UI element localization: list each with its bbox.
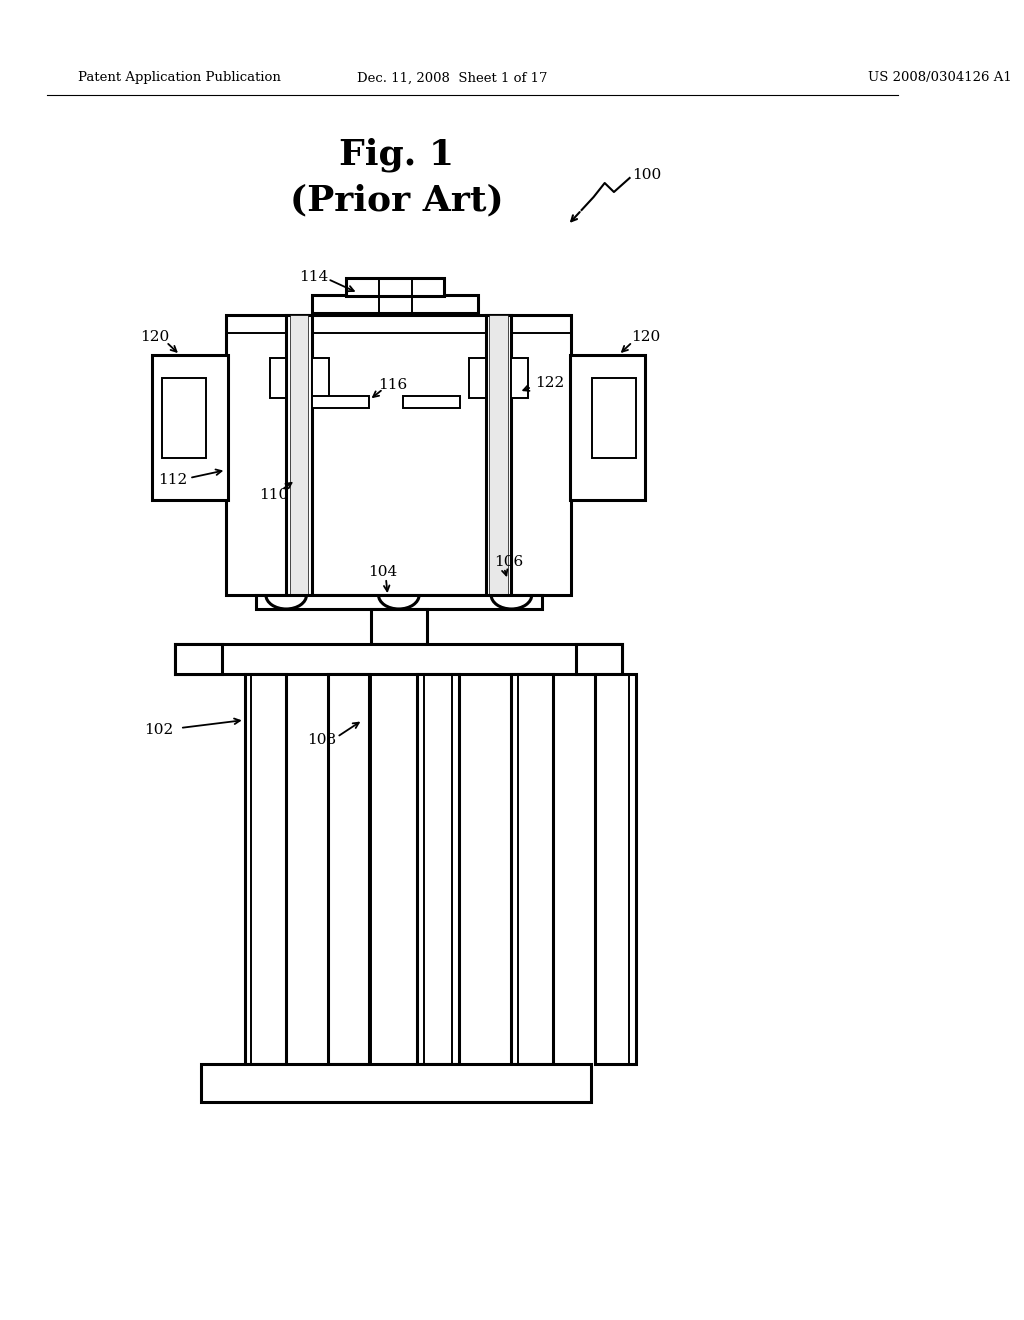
Bar	[485, 315, 511, 595]
Bar	[569, 355, 645, 500]
Bar	[175, 644, 221, 675]
Text: 120: 120	[140, 330, 170, 345]
Bar	[592, 378, 636, 458]
Bar	[290, 315, 308, 595]
Bar	[346, 279, 444, 296]
Text: 110: 110	[259, 488, 289, 502]
Text: Patent Application Publication: Patent Application Publication	[79, 71, 282, 84]
Bar	[286, 315, 312, 595]
Bar	[577, 644, 623, 675]
Bar	[269, 358, 286, 399]
Text: 114: 114	[299, 271, 329, 284]
Text: Fig. 1: Fig. 1	[339, 137, 455, 172]
Text: 120: 120	[632, 330, 660, 345]
Bar	[312, 358, 329, 399]
Text: US 2008/0304126 A1: US 2008/0304126 A1	[867, 71, 1012, 84]
Text: (Prior Art): (Prior Art)	[290, 183, 504, 216]
Text: 122: 122	[536, 376, 564, 389]
Bar	[312, 396, 370, 408]
Text: 106: 106	[494, 554, 523, 569]
Bar	[328, 675, 370, 1064]
Bar	[402, 396, 460, 408]
Text: Dec. 11, 2008  Sheet 1 of 17: Dec. 11, 2008 Sheet 1 of 17	[357, 71, 548, 84]
Bar	[256, 595, 542, 609]
Bar	[489, 315, 508, 595]
Bar	[202, 1064, 591, 1102]
Bar	[245, 675, 286, 1064]
Bar	[153, 355, 228, 500]
Text: 104: 104	[369, 565, 397, 579]
Text: 102: 102	[144, 723, 173, 737]
Bar	[175, 644, 623, 675]
Bar	[162, 378, 206, 458]
Bar	[469, 358, 485, 399]
Text: 112: 112	[158, 473, 187, 487]
Bar	[418, 675, 459, 1064]
Bar	[511, 675, 553, 1064]
Bar	[226, 315, 571, 595]
Bar	[595, 675, 636, 1064]
Bar	[312, 294, 478, 313]
Text: 100: 100	[633, 168, 662, 182]
Text: 108: 108	[307, 733, 336, 747]
Bar	[511, 358, 528, 399]
Bar	[371, 609, 427, 644]
Text: 116: 116	[378, 378, 407, 392]
